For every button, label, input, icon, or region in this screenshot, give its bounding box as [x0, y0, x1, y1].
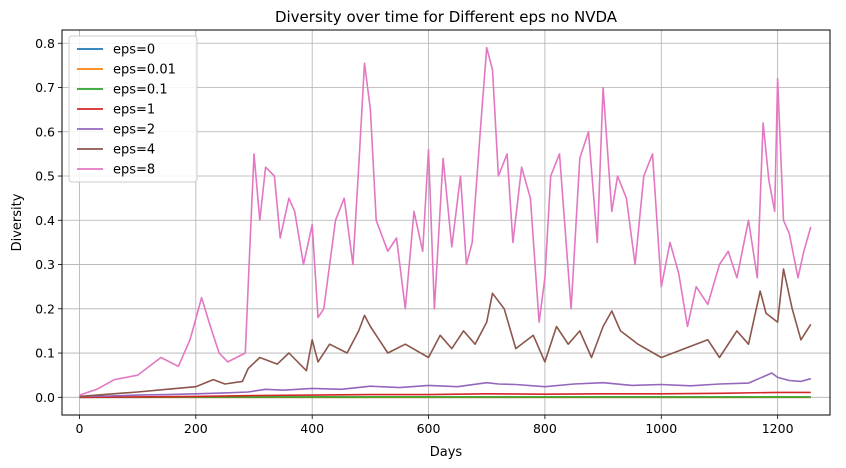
legend-label: eps=2: [113, 123, 155, 138]
tick-layer: 0 200 400 600 800 1000 1200 0.0 0.1 0.2 0.3 0.4 0.5 0…: [35, 36, 793, 436]
y-tick-label: 0.7: [35, 80, 55, 95]
plot-frame: [61, 29, 831, 416]
chart-title: Diversity over time for Different eps no…: [275, 8, 618, 26]
series-line: [79, 391, 811, 399]
series-line: [79, 46, 812, 396]
series-line: [79, 268, 812, 398]
x-tick-label: 800: [533, 421, 557, 436]
y-tick-label: 0.4: [35, 213, 55, 228]
y-tick-label: 0.0: [35, 390, 55, 405]
legend: eps=0 eps=0.01 eps=0.1 eps=1 eps=2 eps=4 eps=8: [68, 35, 198, 183]
legend-label: eps=0.01: [113, 63, 176, 78]
grid-layer: [62, 30, 830, 415]
y-tick-label: 0.1: [35, 346, 55, 361]
x-tick-label: 600: [417, 421, 441, 436]
y-tick-label: 0.2: [35, 301, 55, 316]
x-axis-label: Days: [430, 445, 463, 460]
legend-label: eps=8: [113, 163, 155, 178]
legend-label: eps=0.1: [113, 83, 168, 98]
x-tick-label: 1200: [762, 421, 794, 436]
x-tick-label: 200: [184, 421, 208, 436]
series-layer: [79, 46, 812, 399]
legend-box: [68, 35, 198, 183]
y-tick-label: 0.5: [35, 169, 55, 184]
legend-label: eps=4: [113, 143, 155, 158]
y-axis-label: Diversity: [10, 193, 25, 251]
x-tick-label: 0: [75, 421, 83, 436]
legend-label: eps=0: [113, 43, 155, 58]
x-tick-label: 1000: [645, 421, 677, 436]
legend-label: eps=1: [113, 103, 155, 118]
y-tick-label: 0.8: [35, 36, 55, 51]
series-line: [79, 372, 812, 398]
x-tick-label: 400: [300, 421, 324, 436]
y-tick-label: 0.6: [35, 124, 55, 139]
y-tick-label: 0.3: [35, 257, 55, 272]
